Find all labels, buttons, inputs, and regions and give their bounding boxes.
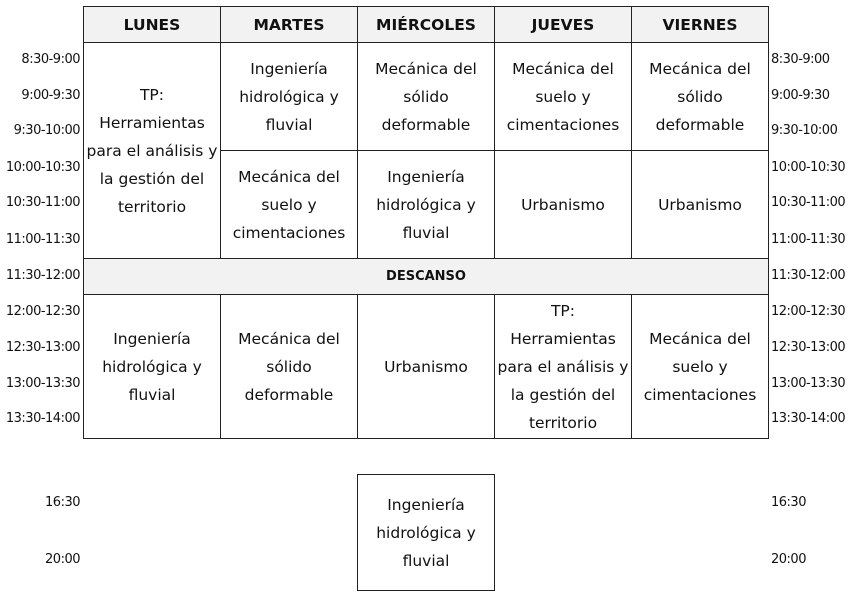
time-label-left: 10:30-11:00 [5, 195, 81, 210]
time-label-right: 9:30-10:00 [771, 123, 838, 138]
day-header: MIÉRCOLES [357, 6, 495, 43]
time-label-right: 11:30-12:00 [771, 268, 846, 283]
break-row: DESCANSO [83, 258, 769, 295]
time-label-right: 13:30-14:00 [771, 411, 846, 426]
class-cell: Ingeniería hidrológica y fluvial [357, 150, 495, 259]
time-label-left: 8:30-9:00 [21, 52, 80, 67]
time-label-left: 16:30 [45, 495, 80, 510]
class-cell: Urbanismo [357, 294, 495, 439]
day-header: MARTES [220, 6, 358, 43]
class-cell: Mecánica del sólido deformable [357, 42, 495, 151]
time-label-right: 16:30 [771, 495, 806, 510]
time-label-left: 9:30-10:00 [13, 123, 81, 138]
time-label-left: 11:00-11:30 [5, 232, 81, 247]
class-cell: Urbanismo [494, 150, 632, 259]
class-cell: Mecánica del suelo y cimentaciones [494, 42, 632, 151]
class-cell: Ingeniería hidrológica y fluvial [220, 42, 358, 151]
time-label-left: 13:30-14:00 [5, 411, 81, 426]
time-label-left: 12:30-13:00 [5, 340, 81, 355]
class-cell: Urbanismo [631, 150, 769, 259]
time-label-right: 13:00-13:30 [771, 376, 846, 391]
time-label-right: 10:00-10:30 [771, 160, 846, 175]
day-header: JUEVES [494, 6, 632, 43]
time-label-left: 10:00-10:30 [5, 160, 81, 175]
time-label-left: 20:00 [45, 552, 80, 567]
class-cell: TP: Herramientas para el análisis y la g… [494, 294, 632, 439]
time-label-left: 9:00-9:30 [21, 88, 80, 103]
class-cell: Mecánica del suelo y cimentaciones [220, 150, 358, 259]
time-label-left: 11:30-12:00 [5, 268, 81, 283]
class-cell: Ingeniería hidrológica y fluvial [357, 474, 495, 591]
time-label-right: 9:00-9:30 [771, 88, 830, 103]
class-cell: Mecánica del sólido deformable [220, 294, 358, 439]
time-label-right: 12:00-12:30 [771, 304, 846, 319]
time-label-right: 11:00-11:30 [771, 232, 846, 247]
class-cell: Ingeniería hidrológica y fluvial [83, 294, 221, 439]
day-header: VIERNES [631, 6, 769, 43]
time-label-left: 12:00-12:30 [5, 304, 81, 319]
class-cell: Mecánica del sólido deformable [631, 42, 769, 151]
time-label-left: 13:00-13:30 [5, 376, 81, 391]
time-label-right: 10:30-11:00 [771, 195, 846, 210]
time-label-right: 8:30-9:00 [771, 52, 830, 67]
class-cell: TP: Herramientas para el análisis y la g… [83, 42, 221, 259]
time-label-right: 20:00 [771, 552, 806, 567]
time-label-right: 12:30-13:00 [771, 340, 846, 355]
class-cell: Mecánica del suelo y cimentaciones [631, 294, 769, 439]
day-header: LUNES [83, 6, 221, 43]
